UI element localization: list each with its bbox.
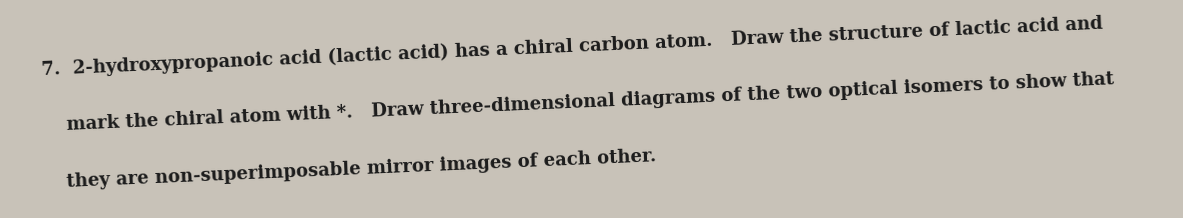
- Text: 7.  2-hydroxypropanoic acid (lactic acid) has a chiral carbon atom.   Draw the s: 7. 2-hydroxypropanoic acid (lactic acid)…: [41, 14, 1103, 79]
- Text: mark the chiral atom with *.   Draw three-dimensional diagrams of the two optica: mark the chiral atom with *. Draw three-…: [41, 71, 1114, 135]
- Text: they are non-superimposable mirror images of each other.: they are non-superimposable mirror image…: [41, 147, 657, 192]
